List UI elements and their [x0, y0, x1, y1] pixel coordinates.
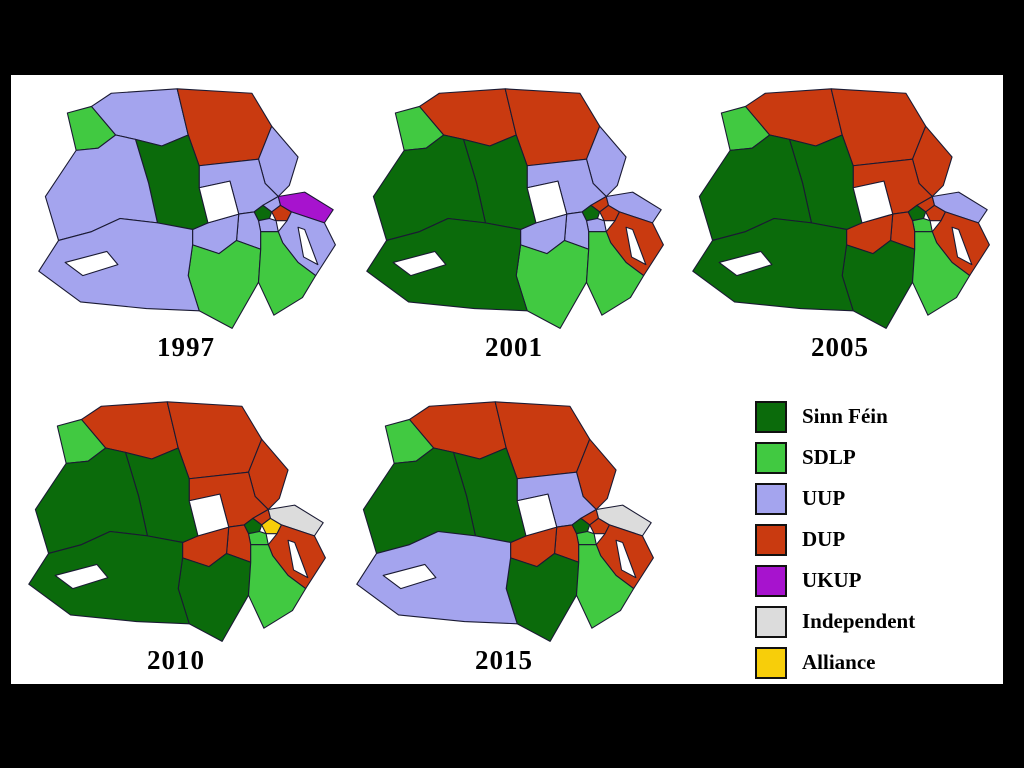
map-figure-2001: 2001: [358, 80, 670, 361]
map-figure-2010: 2010: [20, 393, 332, 674]
map-2005: [684, 80, 996, 335]
legend-label-dup: DUP: [802, 527, 846, 551]
lough-erne: [382, 563, 437, 590]
legend-swatch-uup: [755, 482, 787, 515]
strangford-lough: [615, 539, 637, 579]
legend-label-independent: Independent: [802, 609, 916, 633]
legend-item-ukup: UKUP: [755, 560, 915, 601]
legend: Sinn Féin SDLP UUP DUP UKUP Independent Allian…: [755, 396, 915, 683]
constituency-south-down: [575, 544, 635, 629]
map-figure-1997: 1997: [30, 80, 342, 361]
constituency-belfast-south: [575, 530, 597, 546]
year-label-2005: 2005: [811, 332, 869, 362]
map-figure-2005: 2005: [684, 80, 996, 361]
lough-neagh: [526, 180, 568, 224]
constituency-belfast-south: [585, 217, 607, 233]
legend-label-alliance: Alliance: [802, 650, 876, 674]
lough-erne: [64, 250, 119, 277]
year-label-2001: 2001: [485, 332, 543, 362]
legend-item-sdlp: SDLP: [755, 437, 915, 478]
legend-label-sdlp: SDLP: [802, 445, 856, 469]
legend-swatch-sdlp: [755, 441, 787, 474]
legend-item-dup: DUP: [755, 519, 915, 560]
strangford-lough: [951, 226, 973, 266]
constituency-newry-armagh: [841, 239, 916, 329]
constituency-south-down: [247, 544, 307, 629]
constituency-fermanagh-south-tyrone: [38, 217, 200, 312]
lough-erne: [718, 250, 773, 277]
year-label-1997: 1997: [157, 332, 215, 362]
legend-swatch-independent: [755, 605, 787, 638]
map-2001: [358, 80, 670, 335]
legend-swatch-alliance: [755, 646, 787, 679]
constituency-belfast-south: [247, 530, 269, 546]
constituency-fermanagh-south-tyrone: [692, 217, 854, 312]
legend-item-alliance: Alliance: [755, 642, 915, 683]
map-2015: [348, 393, 660, 648]
legend-label-uup: UUP: [802, 486, 846, 510]
constituency-newry-armagh: [515, 239, 590, 329]
constituency-fermanagh-south-tyrone: [366, 217, 528, 312]
legend-item-independent: Independent: [755, 601, 915, 642]
constituency-fermanagh-south-tyrone: [356, 530, 518, 625]
lough-erne: [54, 563, 109, 590]
strangford-lough: [297, 226, 319, 266]
lough-neagh: [198, 180, 240, 224]
lough-neagh: [852, 180, 894, 224]
constituency-newry-armagh: [187, 239, 262, 329]
legend-item-uup: UUP: [755, 478, 915, 519]
legend-label-sinn-fein: Sinn Féin: [802, 404, 888, 428]
map-figure-2015: 2015: [348, 393, 660, 674]
constituency-newry-armagh: [177, 552, 252, 642]
year-label-2015: 2015: [475, 645, 533, 675]
legend-item-sinn-fein: Sinn Féin: [755, 396, 915, 437]
strangford-lough: [287, 539, 309, 579]
lough-neagh: [516, 493, 558, 537]
constituency-south-down: [911, 231, 971, 316]
constituency-south-down: [257, 231, 317, 316]
legend-label-ukup: UKUP: [802, 568, 862, 592]
constituency-belfast-south: [257, 217, 279, 233]
legend-swatch-dup: [755, 523, 787, 556]
content-panel: 1997 2001 2005 2010 2015 Sinn Féin SDLP UU…: [11, 75, 1003, 684]
constituency-fermanagh-south-tyrone: [28, 530, 190, 625]
legend-swatch-sinn-fein: [755, 400, 787, 433]
constituency-newry-armagh: [505, 552, 580, 642]
constituency-belfast-south: [911, 217, 933, 233]
year-label-2010: 2010: [147, 645, 205, 675]
strangford-lough: [625, 226, 647, 266]
constituency-south-down: [585, 231, 645, 316]
lough-neagh: [188, 493, 230, 537]
lough-erne: [392, 250, 447, 277]
map-2010: [20, 393, 332, 648]
map-1997: [30, 80, 342, 335]
legend-swatch-ukup: [755, 564, 787, 597]
